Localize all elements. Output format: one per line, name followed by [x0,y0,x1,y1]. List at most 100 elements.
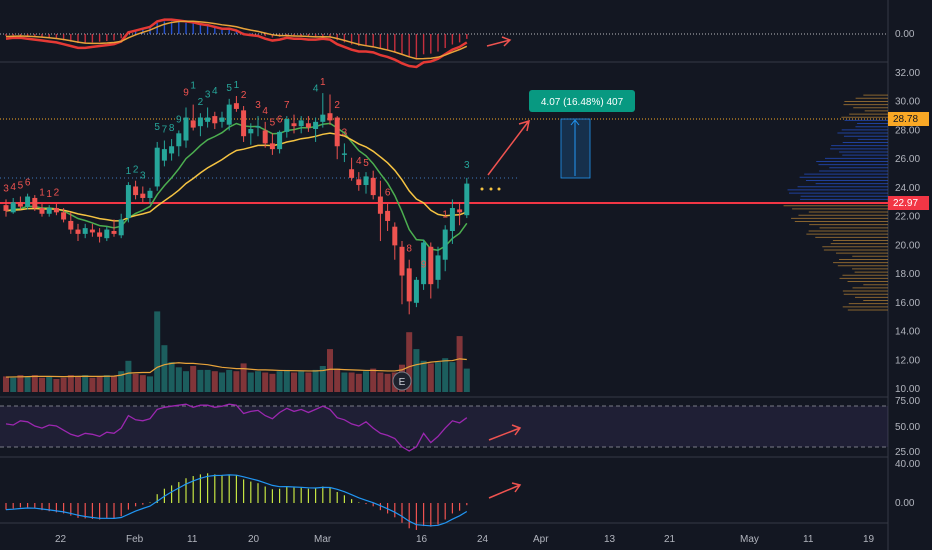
candle[interactable] [291,123,297,127]
candle[interactable] [140,193,146,198]
candle[interactable] [284,118,290,132]
candle[interactable] [406,268,412,302]
price-axis[interactable]: 32.00 30.00 28.00 26.00 24.00 22.00 20.00 18.00… [895,68,920,395]
candle[interactable] [25,196,31,207]
candle[interactable] [61,212,67,220]
volume-bar [175,367,182,392]
volume-bar [463,368,470,392]
candle[interactable] [241,110,247,137]
earnings-marker[interactable] [392,371,412,391]
candle[interactable] [89,229,95,233]
candle[interactable] [125,185,131,219]
volume-bar [370,368,377,392]
candle[interactable] [399,246,405,276]
candle[interactable] [320,114,326,122]
candle[interactable] [377,196,383,214]
volume-bar [327,349,333,392]
candle[interactable] [39,208,45,214]
volume-bar [298,371,305,392]
candle[interactable] [205,117,211,122]
volume-bar [283,369,290,392]
candle[interactable] [104,229,110,239]
candle[interactable] [176,133,182,147]
top-oscillator-pane[interactable]: 0.00 [0,18,915,69]
candle[interactable] [435,255,441,280]
candle[interactable] [32,197,38,209]
candle[interactable] [147,190,153,198]
candle[interactable] [298,120,304,127]
candle[interactable] [442,229,448,260]
rsi-pane[interactable]: 75.00 50.00 25.00 [0,396,920,458]
candle[interactable] [341,153,347,155]
candle[interactable] [385,210,391,221]
candle[interactable] [197,117,203,127]
candle[interactable] [334,117,340,147]
candle[interactable] [421,242,427,285]
oscillator-histogram-bar [293,34,295,37]
candle[interactable] [255,126,261,128]
volume-bar [125,360,132,392]
candle[interactable] [53,208,59,213]
candle[interactable] [75,229,81,234]
candle[interactable] [464,183,470,216]
candle[interactable] [269,143,275,150]
candle[interactable] [233,103,239,109]
candle[interactable] [392,226,398,246]
volume-bar [96,376,103,392]
oscillator-histogram-bar [329,34,331,37]
sequential-count-label: 9 [183,87,189,98]
candle[interactable] [111,231,117,234]
candle[interactable] [169,146,175,154]
sequential-count-label: 3 [140,170,146,181]
volume-bar [269,373,276,392]
candle[interactable] [46,208,52,214]
candle[interactable] [356,179,362,186]
macd-pane[interactable]: 40.00 0.00 [5,459,920,530]
candle[interactable] [190,120,196,128]
candle[interactable] [118,219,124,236]
candle[interactable] [305,123,311,128]
price-tick: 12.00 [895,355,920,366]
candle[interactable] [327,113,333,121]
candle[interactable] [82,228,88,234]
moving-average-slow [5,132,468,222]
candle[interactable] [277,131,283,150]
candle[interactable] [457,209,463,213]
candle[interactable] [248,129,254,134]
candle[interactable] [449,208,455,231]
candle[interactable] [428,246,434,285]
candle[interactable] [349,169,355,178]
candle[interactable] [313,121,319,130]
price-tick: 10.00 [895,384,920,395]
price-label-support-bg [888,196,929,210]
oscillator-histogram-bar [12,34,14,36]
candle[interactable] [154,147,160,187]
candle[interactable] [363,176,369,186]
candle[interactable] [3,205,9,211]
sequential-count-label: 9 [176,114,182,125]
candle[interactable] [133,186,139,196]
candle[interactable] [161,149,167,161]
time-axis[interactable]: 22 Feb 11 20 Mar 16 24 Apr 13 21 May 11 … [55,534,875,545]
oscillator-histogram-bar [343,34,346,43]
oscillator-histogram-bar [142,28,144,34]
candle[interactable] [212,116,218,124]
volume-bar [427,363,434,392]
volume-bar [183,371,189,392]
candle[interactable] [219,117,225,122]
oscillator-histogram-bar [350,34,353,45]
candle[interactable] [68,220,74,230]
time-tick: May [740,534,759,545]
candle[interactable] [183,117,189,141]
candlestick-series[interactable] [3,93,470,315]
candle[interactable] [10,202,16,213]
candle[interactable] [413,279,419,303]
candle[interactable] [226,104,232,125]
candle[interactable] [17,202,23,207]
volume-bars [3,311,470,392]
candle[interactable] [370,177,376,196]
candle[interactable] [97,232,103,237]
candle[interactable] [262,130,268,144]
